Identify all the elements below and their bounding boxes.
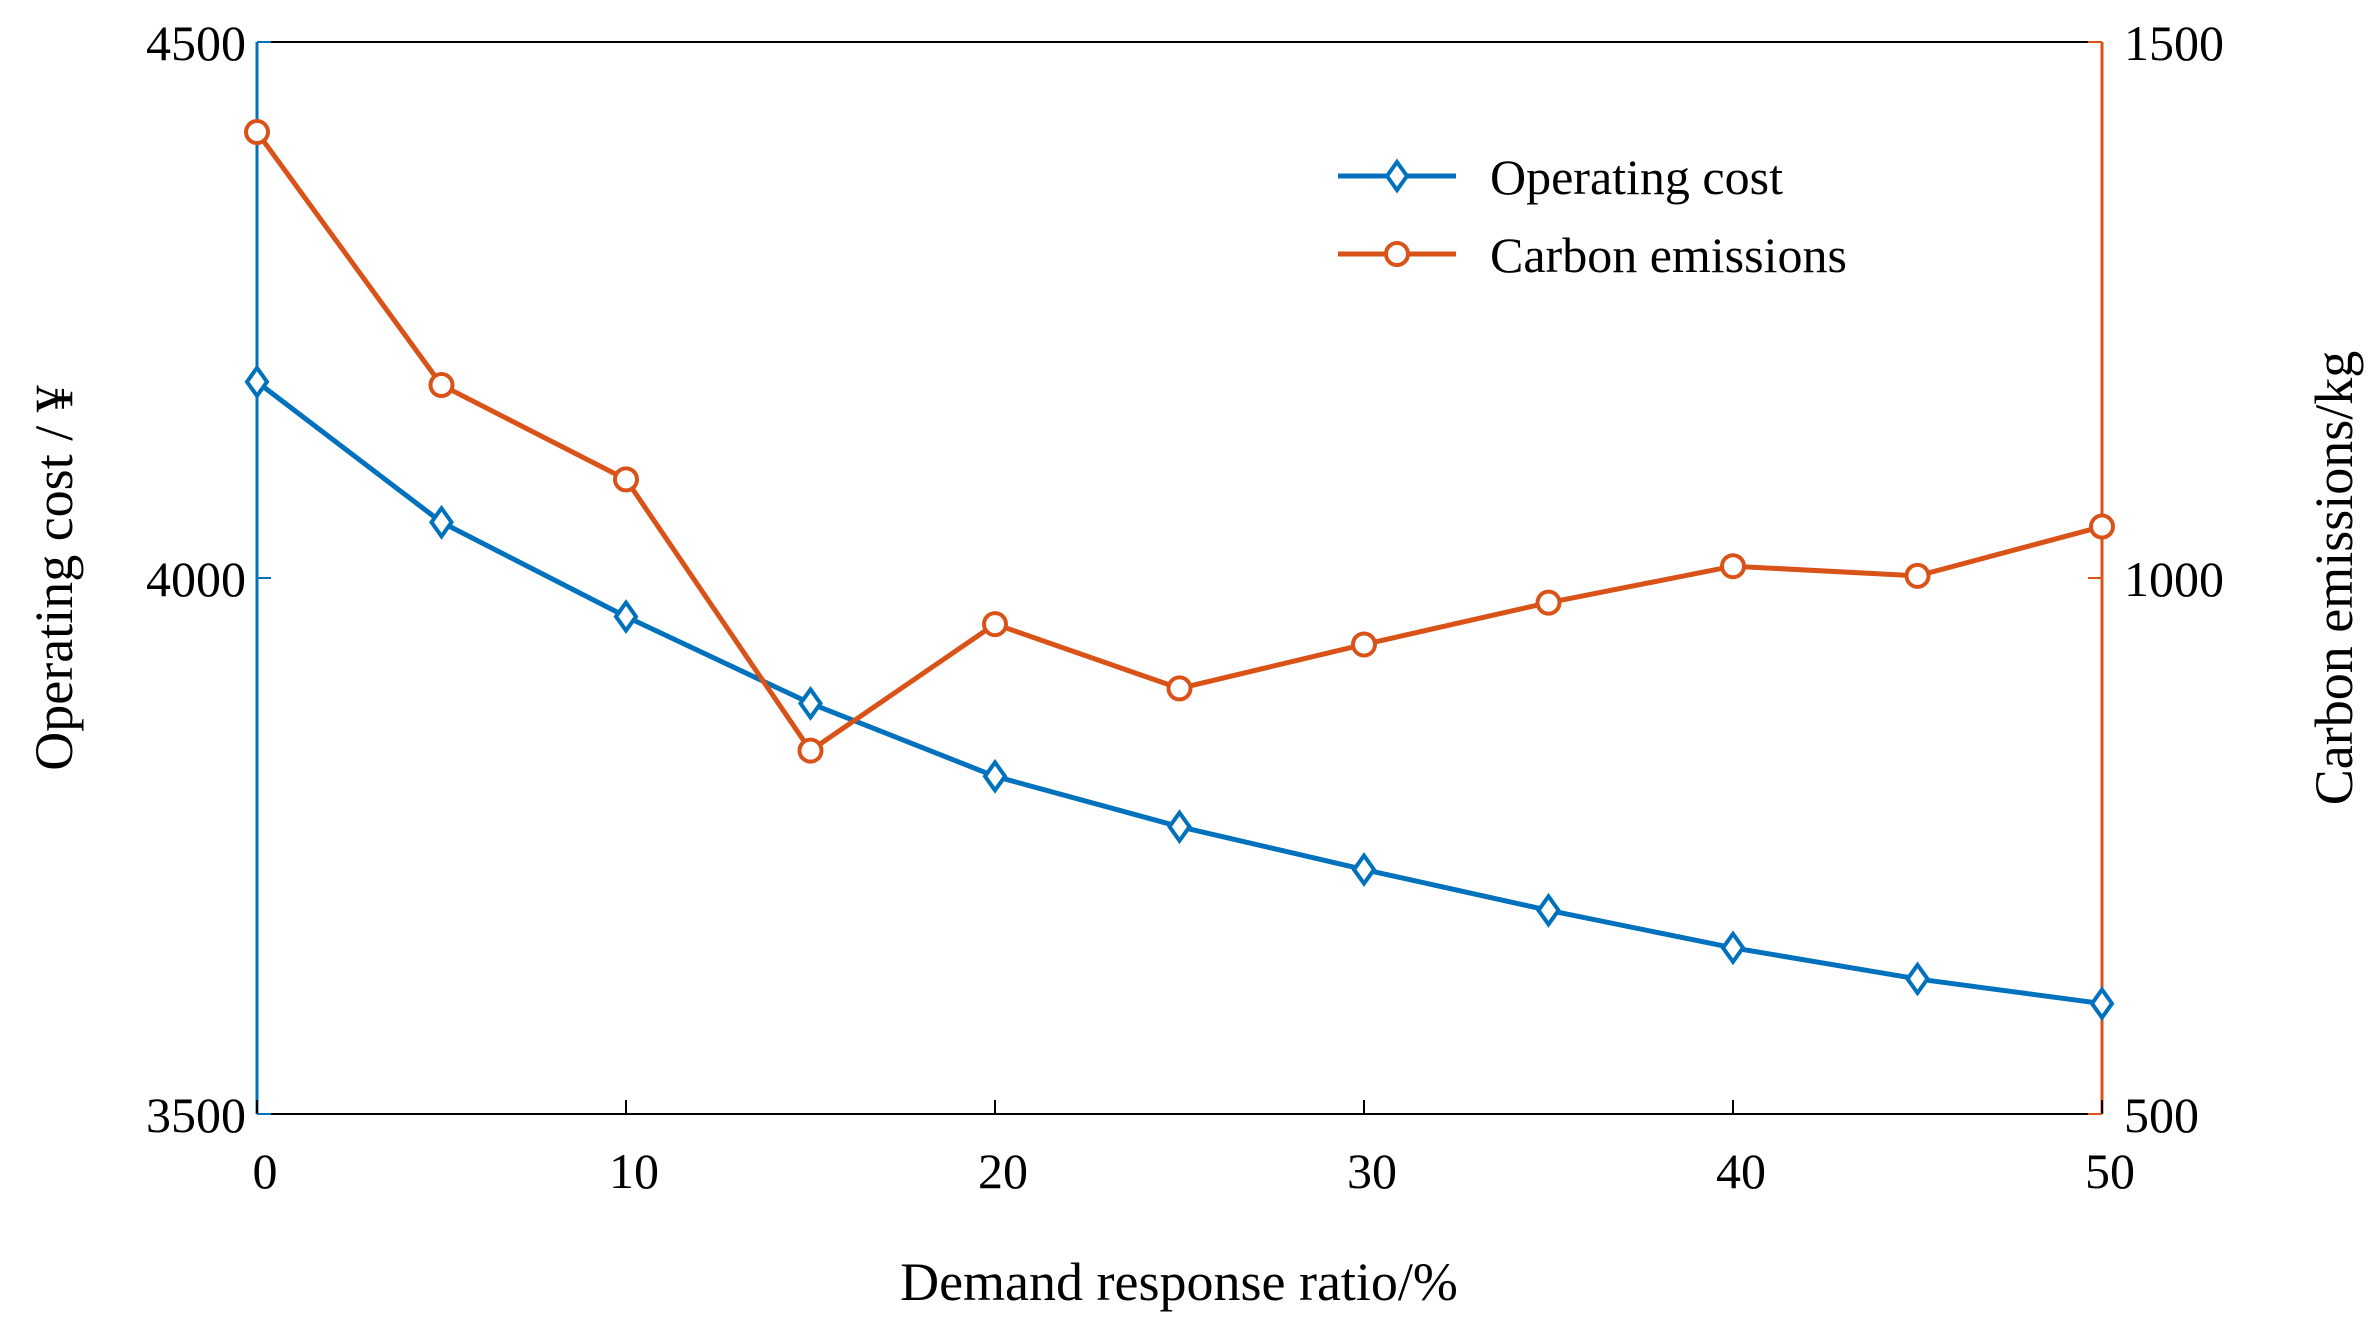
right-y-axis-ticks: 500 1000 1500 <box>2088 15 2224 1143</box>
data-point-carbon-emissions <box>797 737 824 764</box>
data-point-carbon-emissions <box>1904 562 1931 589</box>
left-y-tick-label: 3500 <box>146 1087 246 1143</box>
data-point-operating-cost <box>1720 930 1746 966</box>
data-point-operating-cost <box>1536 892 1561 928</box>
x-tick-label: 50 <box>2085 1143 2135 1199</box>
series-line-carbon-emissions <box>254 130 2103 754</box>
right-y-tick-label: 1000 <box>2124 551 2224 607</box>
x-tick-label: 20 <box>978 1143 1028 1199</box>
left-y-axis-ticks: 3500 4000 4500 <box>146 15 271 1143</box>
data-point-operating-cost <box>244 364 270 400</box>
left-y-tick-label: 4500 <box>146 15 246 71</box>
data-point-carbon-emissions <box>428 372 455 399</box>
legend-entry-carbon-emissions: Carbon emissions <box>1338 227 1847 283</box>
legend-marker-diamond <box>1384 158 1410 194</box>
data-point-operating-cost <box>613 599 639 635</box>
legend-label-operating-cost: Operating cost <box>1490 149 1783 205</box>
x-tick-label: 10 <box>609 1143 659 1199</box>
data-point-carbon-emissions <box>1720 553 1746 580</box>
x-tick-label: 0 <box>253 1143 278 1199</box>
data-point-operating-cost <box>429 504 454 540</box>
legend-marker-circle <box>1384 241 1410 267</box>
data-point-carbon-emissions <box>2089 513 2115 540</box>
right-y-tick-label: 500 <box>2124 1087 2199 1143</box>
data-point-carbon-emissions <box>1166 675 1193 702</box>
left-y-axis-title: Operating cost / ¥ <box>24 385 84 770</box>
left-y-tick-label: 4000 <box>146 551 246 607</box>
x-tick-label: 40 <box>1716 1143 1766 1199</box>
legend-entry-operating-cost: Operating cost <box>1338 149 1783 205</box>
data-point-operating-cost <box>1351 852 1377 888</box>
data-point-operating-cost <box>2089 986 2115 1022</box>
right-y-tick-label: 1500 <box>2124 15 2224 71</box>
data-point-carbon-emissions <box>613 466 639 493</box>
x-axis-ticks: 0 10 20 30 40 50 <box>253 1100 2135 1199</box>
data-point-operating-cost <box>982 758 1008 794</box>
data-point-operating-cost <box>1905 961 1930 997</box>
data-point-operating-cost <box>1167 809 1192 845</box>
x-tick-label: 30 <box>1347 1143 1397 1199</box>
data-point-carbon-emissions <box>244 119 270 146</box>
data-point-carbon-emissions <box>1535 589 1562 616</box>
series-layer <box>244 119 2115 1022</box>
data-point-carbon-emissions <box>982 611 1008 638</box>
data-point-operating-cost <box>798 685 823 721</box>
legend: Operating cost Carbon emissions <box>1338 149 1847 283</box>
right-y-axis-title: Carbon emissions/kg <box>2304 351 2364 806</box>
x-axis-title: Demand response ratio/% <box>900 1252 1458 1312</box>
legend-label-carbon-emissions: Carbon emissions <box>1490 227 1847 283</box>
data-point-carbon-emissions <box>1351 631 1377 658</box>
